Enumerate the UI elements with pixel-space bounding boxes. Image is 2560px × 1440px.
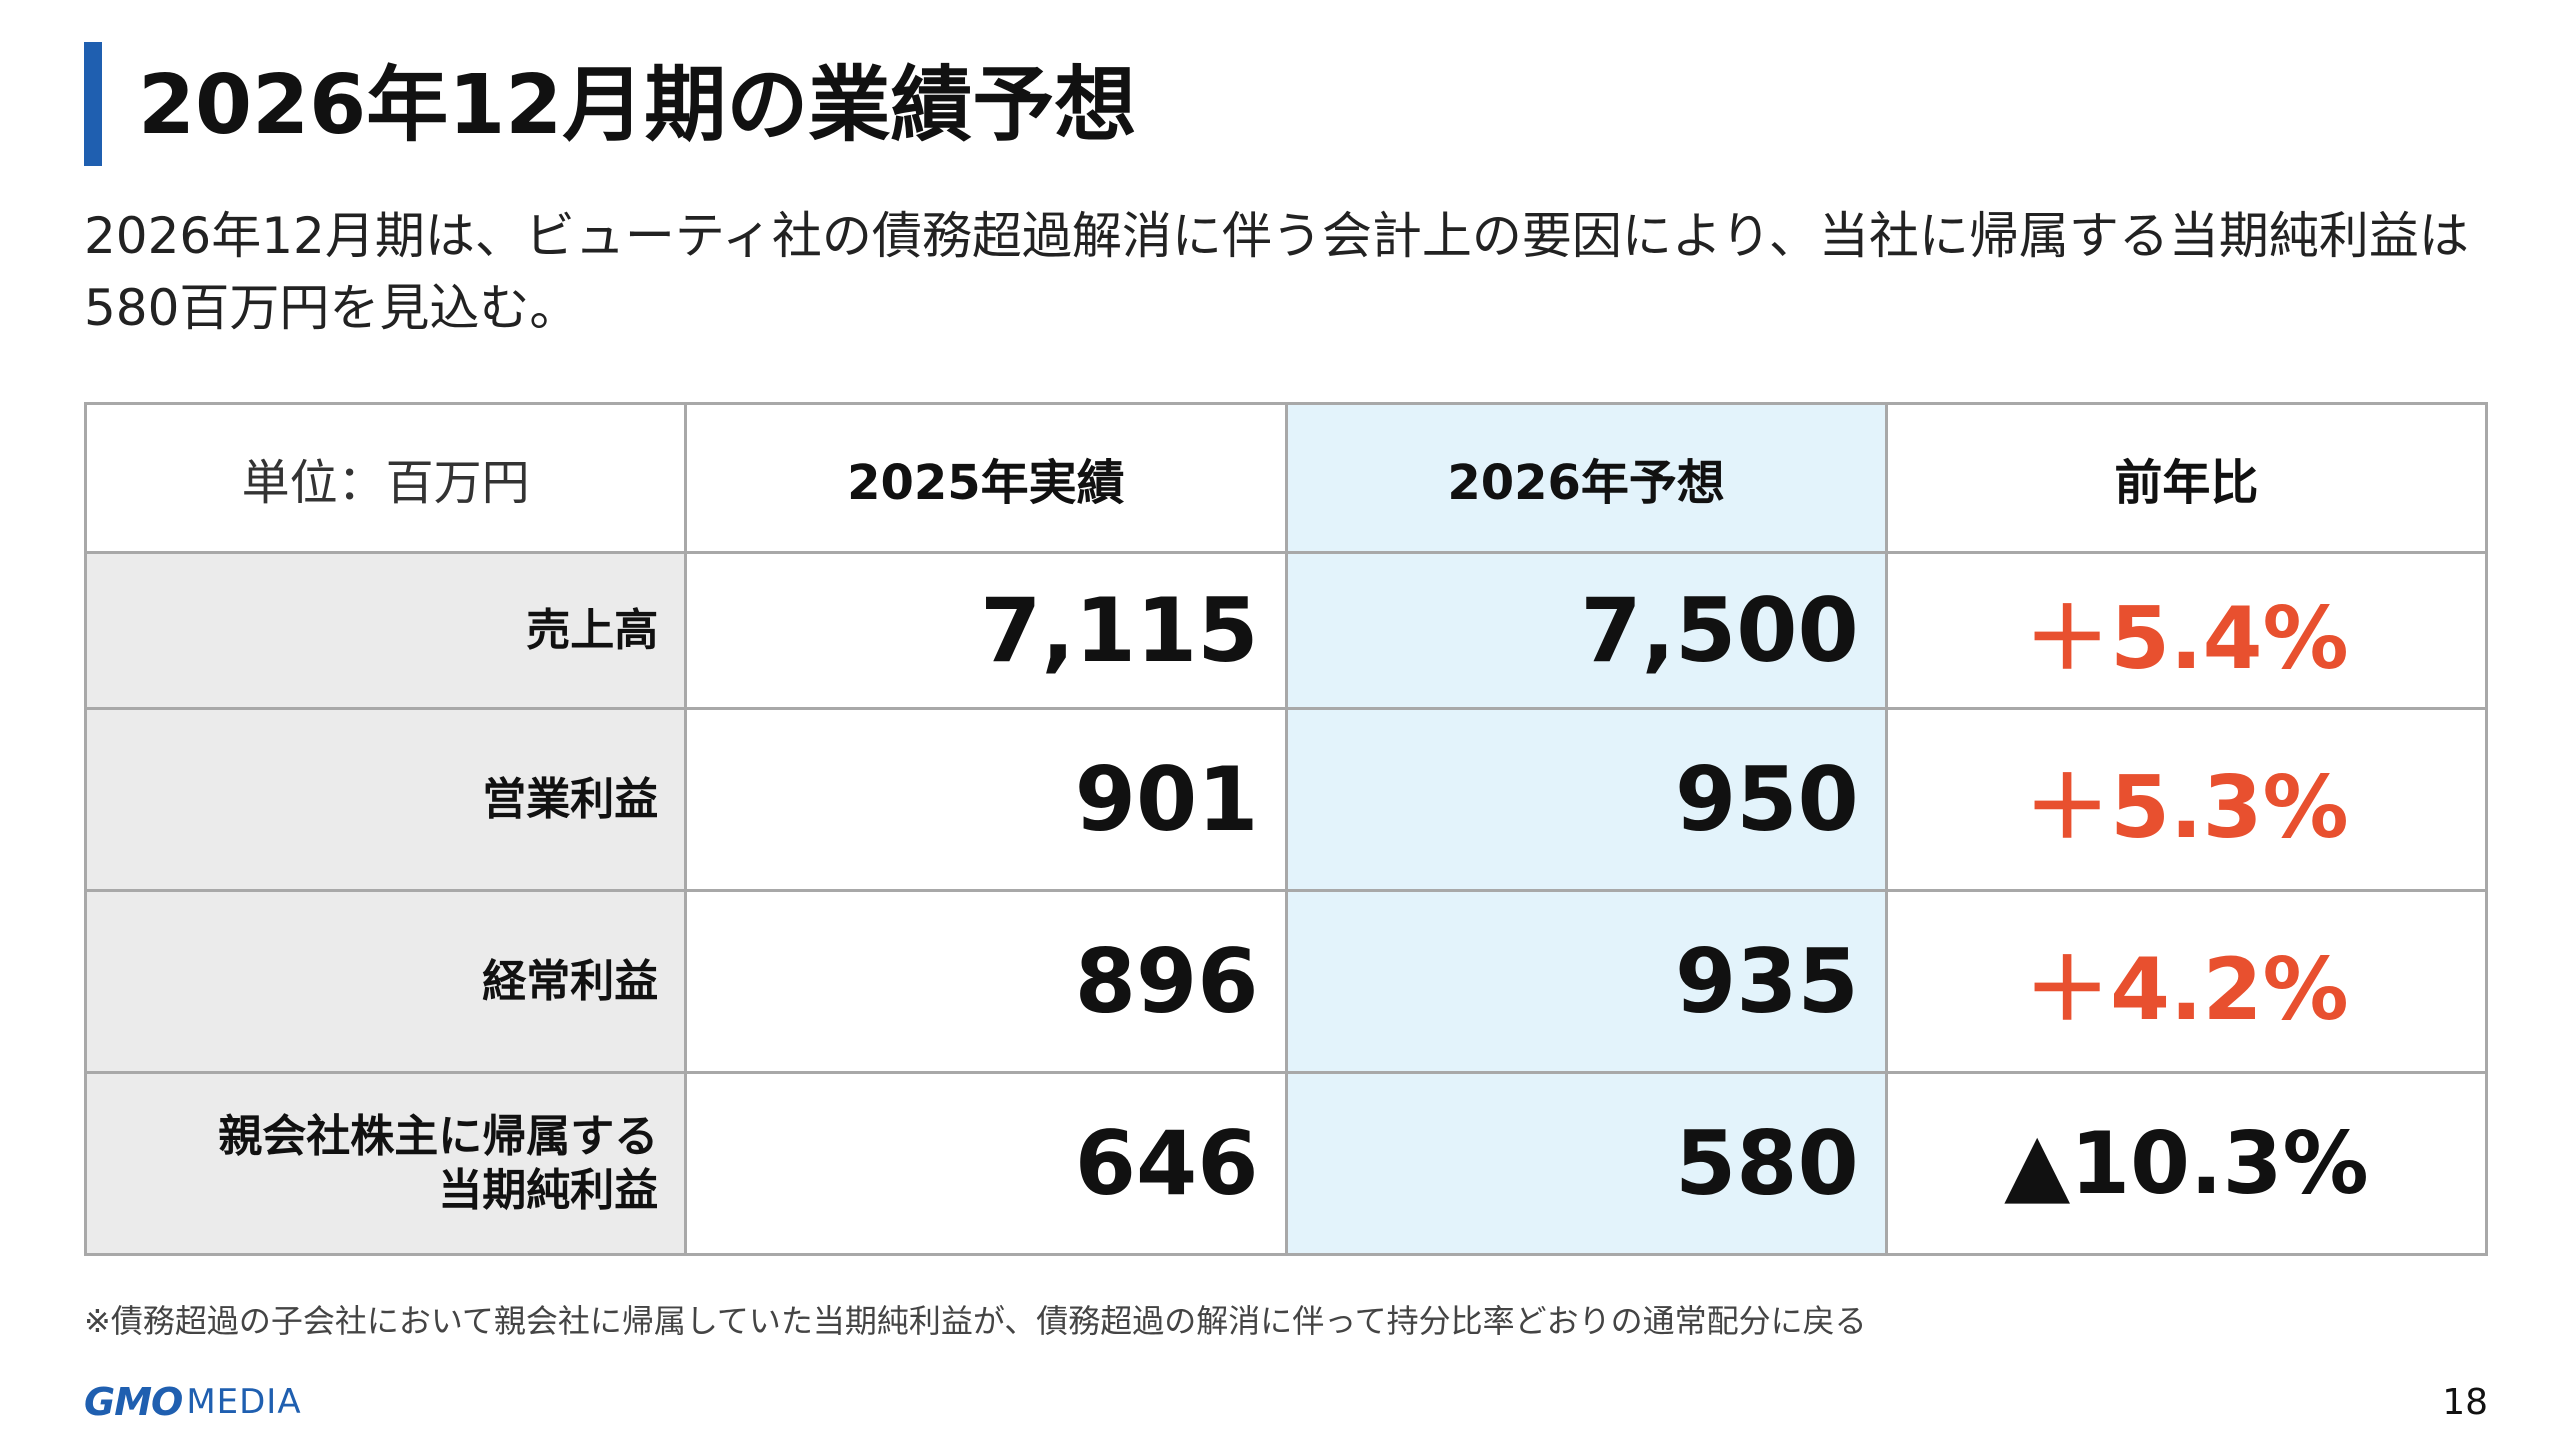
header-yoy: 前年比: [1884, 402, 2489, 554]
row-label-line1: 経常利益: [482, 955, 659, 1007]
cell-forecast: 935: [1284, 889, 1888, 1074]
cell-actual: 896: [684, 889, 1288, 1074]
table-row: 営業利益 901 950 ＋5.3%: [83, 707, 2489, 892]
cell-yoy: ＋4.2%: [1884, 889, 2489, 1074]
cell-yoy: ＋5.3%: [1884, 707, 2489, 892]
cell-actual: 646: [684, 1071, 1288, 1256]
forecast-table: 単位：百万円 2025年実績 2026年予想 前年比 売上高 7,115 7,5…: [83, 402, 2489, 1256]
row-label-line1: 営業利益: [482, 773, 659, 825]
table-row: 親会社株主に帰属する 当期純利益 646 580 ▲10.3%: [83, 1071, 2489, 1256]
page-title: 2026年12月期の業績予想: [138, 58, 1137, 153]
logo-gmo-text: GMO: [84, 1380, 183, 1424]
gmo-media-logo: GMO MEDIA: [84, 1380, 302, 1424]
table-row: 売上高 7,115 7,500 ＋5.4%: [83, 551, 2489, 710]
footnote: ※債務超過の子会社において親会社に帰属していた当期純利益が、債務超過の解消に伴っ…: [84, 1302, 1867, 1340]
row-label: 親会社株主に帰属する 当期純利益: [83, 1071, 688, 1256]
row-label-line1: 親会社株主に帰属する: [218, 1110, 659, 1162]
cell-forecast: 580: [1284, 1071, 1888, 1256]
cell-actual: 7,115: [684, 551, 1288, 710]
cell-forecast: 7,500: [1284, 551, 1888, 710]
cell-yoy: ＋5.4%: [1884, 551, 2489, 710]
row-label: 営業利益: [83, 707, 688, 892]
header-forecast: 2026年予想: [1284, 402, 1888, 554]
table-header-row: 単位：百万円 2025年実績 2026年予想 前年比: [83, 402, 2489, 554]
row-label-line1: 売上高: [526, 604, 659, 656]
cell-yoy: ▲10.3%: [1884, 1071, 2489, 1256]
page-number: 18: [2442, 1382, 2488, 1423]
page-description: 2026年12月期は、ビューティ社の債務超過解消に伴う会計上の要因により、当社に…: [84, 207, 2469, 337]
cell-actual: 901: [684, 707, 1288, 892]
logo-media-text: MEDIA: [186, 1382, 302, 1422]
cell-forecast: 950: [1284, 707, 1888, 892]
row-label: 売上高: [83, 551, 688, 710]
header-actual: 2025年実績: [684, 402, 1288, 554]
row-label: 経常利益: [83, 889, 688, 1074]
table-row: 経常利益 896 935 ＋4.2%: [83, 889, 2489, 1074]
title-accent-bar: [84, 42, 102, 166]
row-label-line2: 当期純利益: [438, 1164, 659, 1216]
header-unit: 単位：百万円: [83, 402, 688, 554]
